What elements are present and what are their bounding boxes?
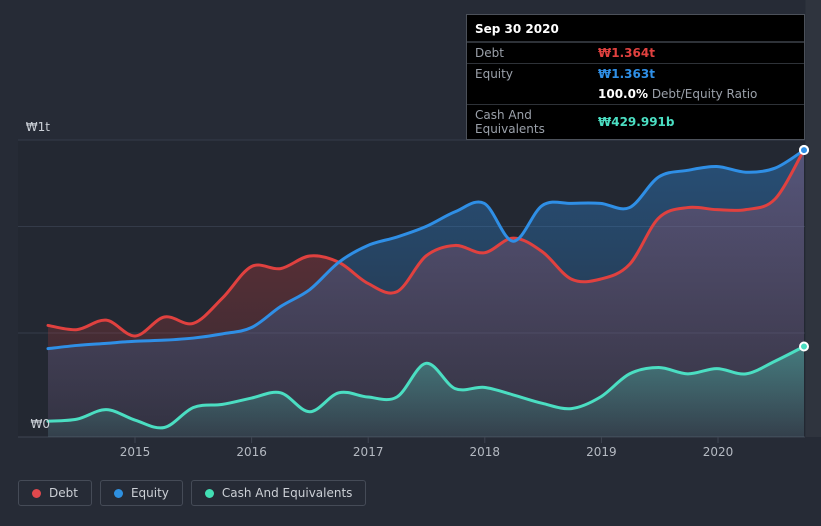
- tooltip-ratio-row: 100.0% Debt/Equity Ratio: [467, 84, 804, 104]
- debt-equity-history-chart[interactable]: 2015 2016 2017 2018 2019 2020: [0, 0, 821, 470]
- legend-item-debt[interactable]: Debt: [18, 480, 92, 506]
- tooltip-ratio: 100.0% Debt/Equity Ratio: [598, 87, 796, 101]
- cash-area: [48, 346, 804, 437]
- debt-line: [46, 148, 806, 338]
- legend-debt-label: Debt: [49, 486, 78, 500]
- tooltip-equity-row: Equity ₩1.363t: [467, 63, 804, 84]
- tooltip-equity-label: Equity: [475, 67, 513, 81]
- tooltip-debt-label: Debt: [475, 46, 504, 60]
- end-marker-equity[interactable]: [799, 145, 809, 156]
- x-tick-label-2019: 2019: [586, 445, 617, 459]
- cash-legend-dot-icon: [204, 488, 214, 498]
- tooltip-cash-value: ₩429.991b: [598, 115, 675, 129]
- tooltip-ratio-value: 100.0%: [598, 87, 648, 101]
- debt-legend-dot-icon: [32, 488, 41, 498]
- x-tick-label-2016: 2016: [236, 445, 267, 459]
- y-axis-label-0: ₩0: [30, 417, 51, 431]
- equity-legend-dot-icon: [113, 488, 123, 498]
- plot-right-edge-strip: [805, 0, 821, 437]
- cash-line: [46, 344, 806, 430]
- chart-tooltip: Sep 30 2020 Debt ₩1.364t Equity ₩1.363t …: [466, 14, 805, 140]
- y-axis-label-1t: ₩1t: [25, 120, 50, 134]
- equity-line: [46, 148, 806, 351]
- tooltip-date: Sep 30 2020: [467, 15, 804, 42]
- x-tick-label-2018: 2018: [470, 445, 501, 459]
- equity-area: [48, 150, 804, 437]
- tooltip-equity-value: ₩1.363t: [598, 67, 655, 81]
- legend-item-cash[interactable]: Cash And Equivalents: [190, 480, 367, 506]
- tooltip-cash-label: Cash And Equivalents: [475, 108, 545, 136]
- legend-equity-label: Equity: [130, 486, 169, 500]
- x-tick-label-2020: 2020: [703, 445, 734, 459]
- legend-item-equity[interactable]: Equity: [99, 480, 183, 506]
- end-marker-cash[interactable]: [799, 341, 809, 352]
- tooltip-debt-row: Debt ₩1.364t: [467, 42, 804, 63]
- chart-legend: Debt Equity Cash And Equivalents: [18, 480, 367, 506]
- x-tick-label-2015: 2015: [120, 445, 151, 459]
- x-tick-label-2017: 2017: [353, 445, 384, 459]
- legend-cash-label: Cash And Equivalents: [221, 486, 353, 500]
- tooltip-ratio-label: Debt/Equity Ratio: [651, 87, 758, 101]
- tooltip-cash-row: Cash And Equivalents ₩429.991b: [467, 104, 804, 139]
- tooltip-debt-value: ₩1.364t: [598, 46, 655, 60]
